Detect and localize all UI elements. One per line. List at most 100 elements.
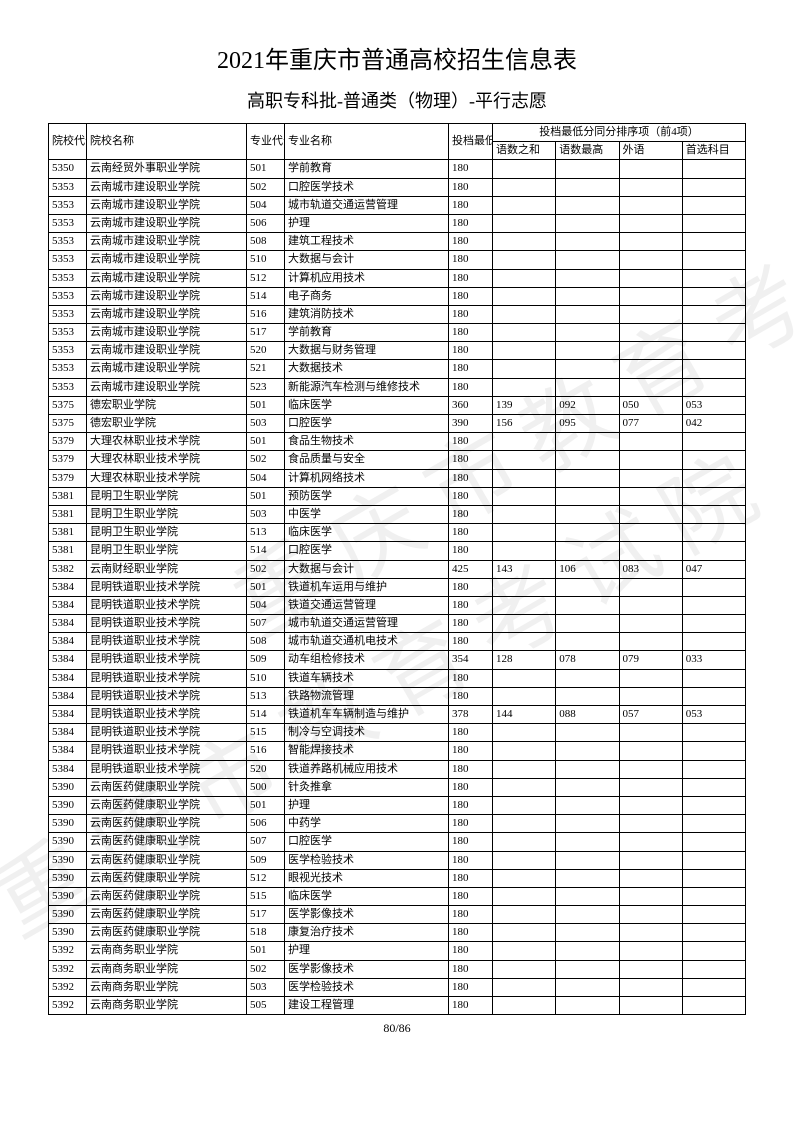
cell-major-name: 医学影像技术 <box>285 960 449 978</box>
cell-yushu-sum <box>493 687 556 705</box>
cell-yushu-max <box>556 524 619 542</box>
page-container: 2021年重庆市普通高校招生信息表 高职专科批-普通类（物理）-平行志愿 院校代… <box>0 0 794 1066</box>
cell-school-name: 云南医药健康职业学院 <box>87 778 247 796</box>
cell-school-code: 5384 <box>49 742 87 760</box>
cell-foreign <box>619 578 682 596</box>
cell-preferred <box>682 578 745 596</box>
cell-preferred <box>682 360 745 378</box>
table-body: 5350云南经贸外事职业学院501学前教育1805353云南城市建设职业学院50… <box>49 160 746 1015</box>
cell-school-name: 昆明铁道职业技术学院 <box>87 687 247 705</box>
cell-major-code: 502 <box>247 960 285 978</box>
cell-school-name: 云南医药健康职业学院 <box>87 887 247 905</box>
cell-preferred <box>682 942 745 960</box>
cell-school-name: 云南城市建设职业学院 <box>87 305 247 323</box>
cell-yushu-sum <box>493 815 556 833</box>
cell-major-code: 517 <box>247 324 285 342</box>
cell-foreign <box>619 742 682 760</box>
cell-school-code: 5384 <box>49 596 87 614</box>
cell-yushu-max <box>556 433 619 451</box>
cell-school-name: 昆明铁道职业技术学院 <box>87 760 247 778</box>
cell-yushu-sum: 143 <box>493 560 556 578</box>
cell-school-name: 昆明铁道职业技术学院 <box>87 633 247 651</box>
cell-yushu-sum <box>493 524 556 542</box>
cell-yushu-max <box>556 869 619 887</box>
table-row: 5379大理农林职业技术学院502食品质量与安全180 <box>49 451 746 469</box>
cell-yushu-max <box>556 305 619 323</box>
cell-major-code: 508 <box>247 233 285 251</box>
cell-school-code: 5353 <box>49 342 87 360</box>
cell-major-code: 509 <box>247 651 285 669</box>
cell-yushu-max <box>556 342 619 360</box>
cell-min-score: 180 <box>449 451 493 469</box>
cell-preferred <box>682 596 745 614</box>
cell-foreign <box>619 178 682 196</box>
cell-school-name: 昆明铁道职业技术学院 <box>87 615 247 633</box>
cell-major-name: 医学影像技术 <box>285 906 449 924</box>
cell-foreign <box>619 251 682 269</box>
cell-yushu-max <box>556 451 619 469</box>
cell-major-name: 计算机应用技术 <box>285 269 449 287</box>
cell-preferred <box>682 687 745 705</box>
cell-min-score: 180 <box>449 615 493 633</box>
cell-yushu-max: 092 <box>556 396 619 414</box>
cell-min-score: 378 <box>449 706 493 724</box>
table-row: 5381昆明卫生职业学院503中医学180 <box>49 505 746 523</box>
cell-major-code: 515 <box>247 887 285 905</box>
table-row: 5384昆明铁道职业技术学院515制冷与空调技术180 <box>49 724 746 742</box>
cell-school-code: 5381 <box>49 524 87 542</box>
cell-min-score: 425 <box>449 560 493 578</box>
cell-min-score: 180 <box>449 778 493 796</box>
cell-school-code: 5353 <box>49 269 87 287</box>
cell-major-name: 铁道车辆技术 <box>285 669 449 687</box>
cell-major-code: 506 <box>247 815 285 833</box>
table-row: 5390云南医药健康职业学院518康复治疗技术180 <box>49 924 746 942</box>
cell-major-name: 临床医学 <box>285 396 449 414</box>
cell-school-name: 昆明卫生职业学院 <box>87 505 247 523</box>
cell-school-name: 云南医药健康职业学院 <box>87 869 247 887</box>
cell-major-name: 学前教育 <box>285 160 449 178</box>
cell-school-name: 云南城市建设职业学院 <box>87 233 247 251</box>
page-number: 80/86 <box>48 1021 746 1036</box>
cell-foreign <box>619 378 682 396</box>
cell-yushu-sum: 139 <box>493 396 556 414</box>
cell-yushu-sum <box>493 869 556 887</box>
cell-school-name: 云南城市建设职业学院 <box>87 360 247 378</box>
table-row: 5353云南城市建设职业学院508建筑工程技术180 <box>49 233 746 251</box>
cell-yushu-sum <box>493 742 556 760</box>
th-major-name: 专业名称 <box>285 124 449 160</box>
cell-school-name: 昆明卫生职业学院 <box>87 524 247 542</box>
cell-school-name: 昆明铁道职业技术学院 <box>87 578 247 596</box>
cell-foreign <box>619 233 682 251</box>
cell-preferred <box>682 851 745 869</box>
cell-school-code: 5384 <box>49 760 87 778</box>
cell-major-name: 口腔医学技术 <box>285 178 449 196</box>
cell-yushu-max <box>556 742 619 760</box>
cell-foreign <box>619 760 682 778</box>
cell-school-name: 云南城市建设职业学院 <box>87 287 247 305</box>
cell-major-code: 503 <box>247 415 285 433</box>
cell-preferred <box>682 269 745 287</box>
cell-min-score: 180 <box>449 469 493 487</box>
cell-major-code: 517 <box>247 906 285 924</box>
cell-yushu-max <box>556 378 619 396</box>
cell-yushu-max: 078 <box>556 651 619 669</box>
cell-min-score: 180 <box>449 887 493 905</box>
cell-min-score: 180 <box>449 214 493 232</box>
cell-school-name: 昆明铁道职业技术学院 <box>87 742 247 760</box>
cell-school-code: 5392 <box>49 942 87 960</box>
cell-school-code: 5353 <box>49 360 87 378</box>
cell-foreign <box>619 524 682 542</box>
cell-preferred <box>682 633 745 651</box>
cell-yushu-sum <box>493 887 556 905</box>
cell-yushu-sum <box>493 378 556 396</box>
cell-preferred <box>682 960 745 978</box>
cell-major-name: 中医学 <box>285 505 449 523</box>
th-school-name: 院校名称 <box>87 124 247 160</box>
cell-major-name: 学前教育 <box>285 324 449 342</box>
cell-min-score: 180 <box>449 687 493 705</box>
cell-foreign <box>619 851 682 869</box>
cell-preferred: 053 <box>682 706 745 724</box>
cell-school-name: 云南城市建设职业学院 <box>87 342 247 360</box>
cell-yushu-sum <box>493 233 556 251</box>
cell-major-code: 514 <box>247 542 285 560</box>
